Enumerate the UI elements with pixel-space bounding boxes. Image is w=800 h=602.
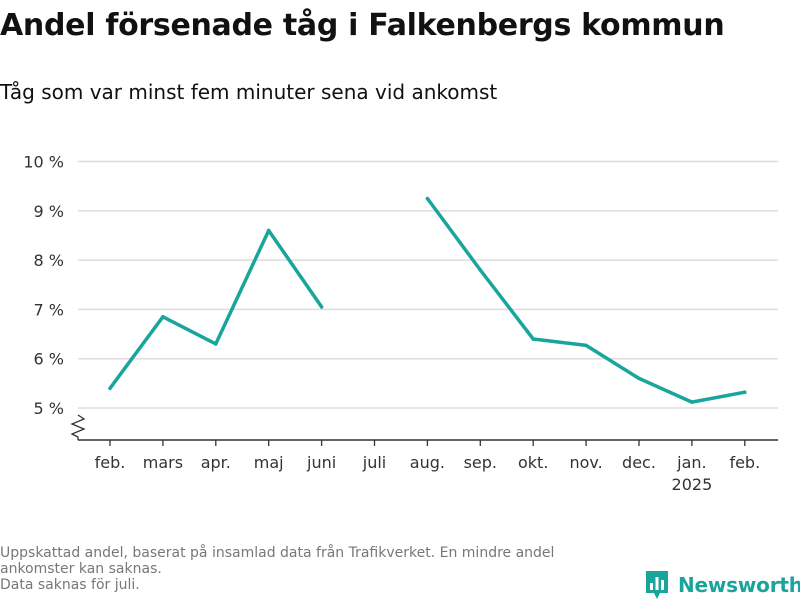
x-tick-label: dec.: [622, 453, 656, 472]
data-point: [266, 228, 271, 233]
data-point: [319, 305, 324, 309]
data-point: [214, 342, 218, 346]
x-tick-label: apr.: [201, 453, 231, 472]
footnote-line-2: ankomster kan saknas.: [0, 561, 162, 577]
y-tick-label: 10 %: [23, 153, 64, 172]
chart-subtitle: Tåg som var minst fem minuter sena vid a…: [0, 80, 498, 104]
data-point: [108, 386, 112, 391]
x-tick-label: aug.: [410, 453, 445, 472]
y-tick-label: 8 %: [34, 251, 64, 270]
x-tick-label: juli: [362, 453, 386, 472]
data-point: [161, 315, 165, 319]
x-tick-label: juni: [306, 453, 336, 472]
data-point: [637, 376, 641, 381]
x-tick-label: jan.: [676, 453, 706, 472]
x-tick-label: sep.: [464, 453, 497, 472]
data-point: [584, 343, 588, 348]
axis-break-icon: [70, 414, 86, 440]
brand-name: Newsworthy: [678, 573, 800, 597]
footnote: Uppskattad andel, baserat på insamlad da…: [0, 545, 640, 593]
x-tick-label: mars: [143, 453, 183, 472]
x-tick-label: okt.: [518, 453, 548, 472]
y-tick-label: 7 %: [34, 300, 64, 319]
y-tick-label: 6 %: [34, 350, 64, 369]
brand-logo: Newsworthy: [644, 568, 800, 602]
gridlines: [78, 160, 778, 409]
bar-chart-logo-icon: [646, 571, 668, 599]
x-axis-ticks: feb. mars apr. maj juni juli aug. sep. okt. nov. d…: [95, 440, 760, 494]
footnote-line-1: Uppskattad andel, baserat på insamlad da…: [0, 545, 555, 561]
x-tick-label: nov.: [569, 453, 602, 472]
y-tick-label: 9 %: [34, 202, 64, 221]
y-axis-tick-labels: 5 % 6 % 7 % 8 % 9 % 10 %: [23, 153, 64, 419]
x-tick-label: feb.: [729, 453, 760, 472]
line-chart: 5 % 6 % 7 % 8 % 9 % 10 % feb. mars apr. maj juni j…: [23, 153, 778, 494]
data-point: [690, 400, 694, 404]
data-point: [425, 196, 430, 201]
series-line-segment: [425, 197, 746, 404]
footnote-line-3: Data saknas för juli.: [0, 577, 140, 593]
chart-title: Andel försenade tåg i Falkenbergs kommun: [0, 8, 725, 43]
data-point: [531, 337, 535, 341]
x-tick-label: maj: [254, 453, 284, 472]
y-tick-label: 5 %: [34, 399, 64, 418]
x-year-label: 2025: [672, 475, 713, 494]
data-point: [743, 390, 747, 394]
data-point: [478, 268, 483, 272]
x-tick-label: feb.: [95, 453, 126, 472]
series-line: [108, 196, 747, 404]
